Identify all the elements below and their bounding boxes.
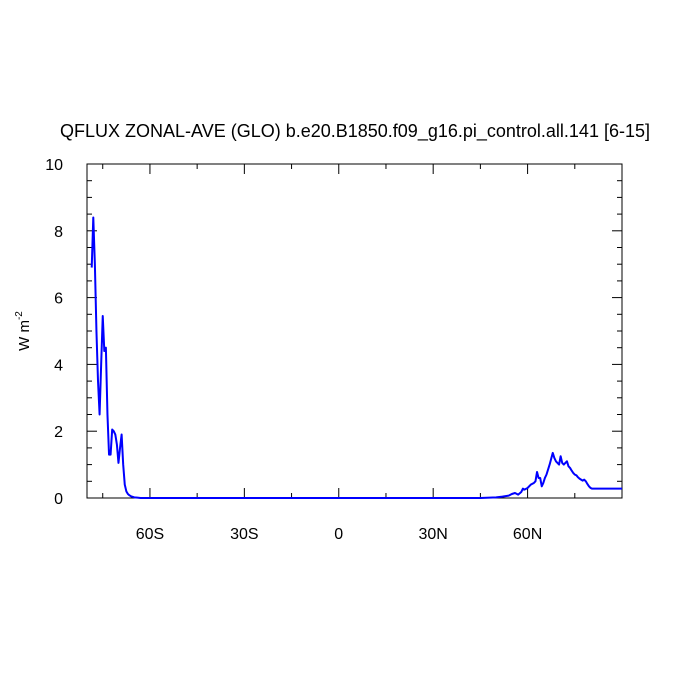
x-tick-label: 30N: [418, 526, 447, 543]
x-tick-label: 60N: [513, 526, 542, 543]
x-tick-label: 30S: [230, 526, 258, 543]
y-axis-label: W m-2: [14, 311, 33, 351]
series-layer: [90, 216, 622, 499]
y-axis-ticks: 0 2 4 6 8 10: [45, 157, 622, 508]
y-tick-label: 8: [54, 224, 63, 241]
y-axis-label-exponent: -2: [14, 311, 25, 320]
y-tick-label: 2: [54, 424, 63, 441]
y-tick-label: 6: [54, 291, 63, 308]
plot-frame: [86, 163, 623, 499]
x-tick-label: 60S: [136, 526, 164, 543]
minor-ticks: [87, 164, 622, 498]
y-tick-label: 4: [54, 357, 63, 374]
y-axis-label-text: W m: [16, 320, 33, 351]
x-tick-label: 0: [334, 526, 343, 543]
chart-title: QFLUX ZONAL-AVE (GLO) b.e20.B1850.f09_g1…: [60, 121, 650, 142]
qflux-series-line: [90, 216, 622, 499]
y-tick-label: 10: [45, 157, 63, 174]
y-tick-label: 0: [54, 491, 63, 508]
plot-border: [86, 163, 623, 499]
x-axis-ticks: 60S 30S 0 30N 60N: [136, 164, 542, 543]
